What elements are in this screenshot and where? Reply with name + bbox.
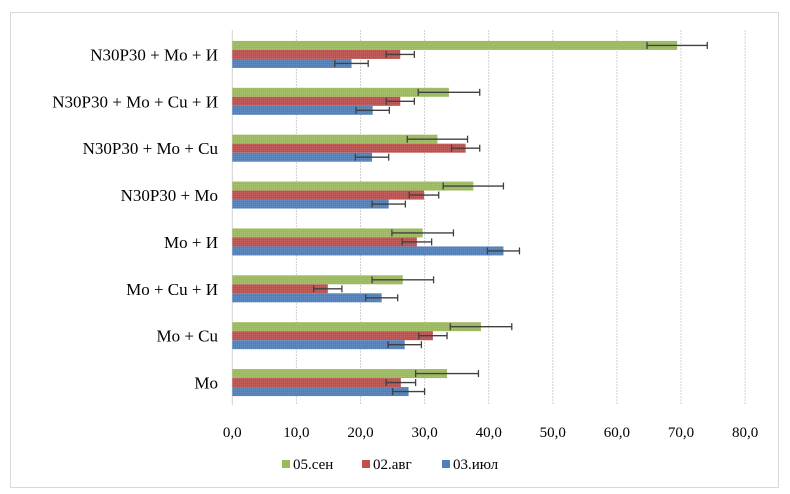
bar-texture xyxy=(232,105,373,115)
x-tick-label: 70,0 xyxy=(668,425,694,441)
bar-texture xyxy=(232,143,466,153)
bar-texture xyxy=(232,58,352,68)
bar-texture xyxy=(232,322,482,332)
x-tick-label: 0,0 xyxy=(223,425,242,441)
bar-texture xyxy=(232,96,401,106)
category-labels: N30P30 + Mo + И N30P30 + Mo + Cu + И N30P3… xyxy=(52,45,218,392)
bar-texture xyxy=(232,40,678,50)
bar-texture xyxy=(232,49,401,59)
category-label: N30P30 + Mo + Cu xyxy=(83,139,219,158)
bar-texture xyxy=(232,87,449,97)
bar-texture xyxy=(232,181,474,191)
legend-swatch xyxy=(442,460,450,468)
legend-label: 03.июл xyxy=(453,457,499,473)
bar-texture xyxy=(232,284,328,294)
bar-texture xyxy=(232,134,438,144)
bar-texture xyxy=(232,228,423,238)
bar-texture xyxy=(232,199,389,209)
x-tick-label: 50,0 xyxy=(540,425,566,441)
category-label: Mo + Cu xyxy=(156,327,218,346)
category-label: N30P30 + Mo + Cu + И xyxy=(52,92,218,111)
legend-swatch xyxy=(282,460,290,468)
x-tick-labels: 0,0 10,0 20,0 30,0 40,0 50,0 60,0 70,0 80,0 xyxy=(223,425,758,441)
category-label: Mo + И xyxy=(164,233,218,252)
x-tick-label: 60,0 xyxy=(604,425,630,441)
bar-texture xyxy=(232,293,382,303)
category-label: Mo xyxy=(194,374,218,393)
x-tick-label: 30,0 xyxy=(411,425,437,441)
category-label: N30P30 + Mo + И xyxy=(90,45,218,64)
bar-texture xyxy=(232,246,504,256)
x-tick-label: 80,0 xyxy=(732,425,758,441)
bar-texture xyxy=(232,152,373,162)
x-tick-label: 40,0 xyxy=(476,425,502,441)
bar-texture xyxy=(232,369,448,379)
category-label: Mo + Cu + И xyxy=(126,280,218,299)
bar-texture xyxy=(232,378,401,388)
x-tick-label: 10,0 xyxy=(283,425,309,441)
x-tick-label: 20,0 xyxy=(347,425,373,441)
legend-label: 02.авг xyxy=(373,457,412,473)
bar-texture xyxy=(232,387,409,397)
bar-texture xyxy=(232,237,417,247)
bar-texture xyxy=(232,190,424,200)
bar-texture xyxy=(232,340,405,350)
bar-texture xyxy=(232,331,433,341)
bars xyxy=(232,40,678,397)
legend-label: 05.сен xyxy=(293,457,333,473)
bar-texture xyxy=(232,275,403,285)
legend-swatch xyxy=(362,460,370,468)
legend: 05.сен 02.авг 03.июл xyxy=(282,457,499,473)
error-bars xyxy=(313,41,708,396)
category-label: N30P30 + Mo xyxy=(121,186,218,205)
